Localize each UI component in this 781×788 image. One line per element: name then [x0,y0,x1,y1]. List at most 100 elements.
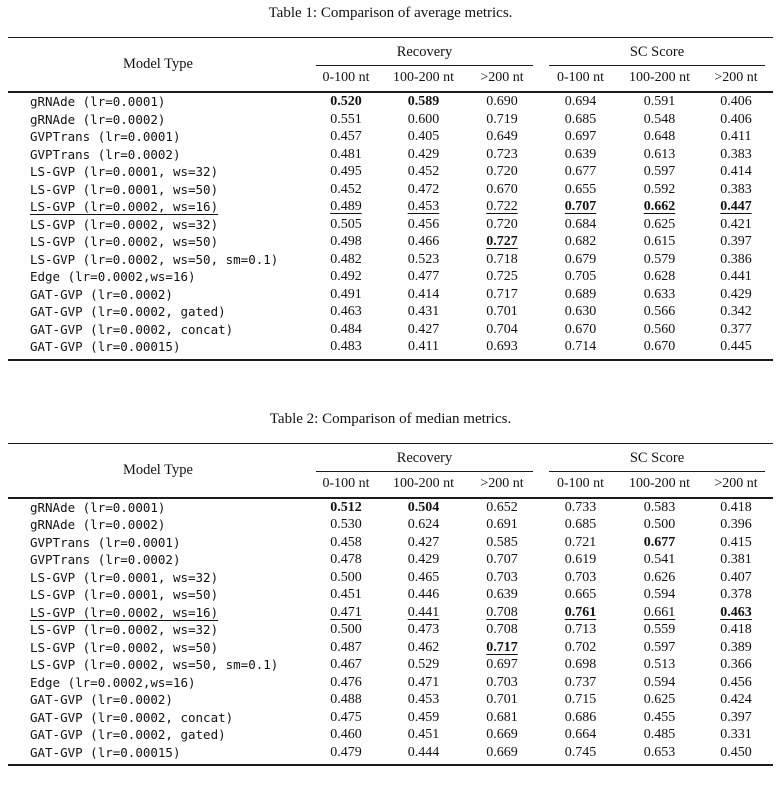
subheader-sc-100-200: 100-200 nt [620,66,699,93]
model-name-cell: GAT-GVP (lr=0.0002) [29,286,173,302]
value-cell: 0.453 [407,692,440,707]
value-cell: 0.451 [407,727,440,742]
table2-caption: Table 2: Comparison of median metrics. [269,410,512,427]
value-cell: 0.427 [407,321,440,337]
model-name-cell: LS-GVP (lr=0.0002, ws=16) [29,199,219,214]
recovery-group-label: Recovery [315,44,533,66]
table-row: gRNAde (lr=0.0001) 0.520 0.589 0.690 0.6… [8,92,773,111]
recovery-group-header: Recovery [308,38,541,66]
model-name-cell: GVPTrans (lr=0.0001) [29,129,181,144]
value-cell: 0.701 [486,304,518,319]
value-cell: 0.733 [564,499,597,515]
table-row: GAT-GVP (lr=0.0002) 0.488 0.453 0.701 0.… [8,691,773,709]
table-row: LS-GVP (lr=0.0002, ws=32) 0.500 0.473 0.… [8,621,773,639]
subheader-recovery-0-100: 0-100 nt [307,66,384,93]
value-cell: 0.495 [330,164,362,179]
value-cell: 0.500 [330,622,362,637]
table-row: LS-GVP (lr=0.0001, ws=50) 0.451 0.446 0.… [8,586,773,604]
value-cell: 0.383 [720,146,752,162]
value-cell: 0.720 [486,216,518,232]
recovery-group-label: Recovery [315,450,533,472]
value-cell: 0.682 [564,234,597,249]
table-row: LS-GVP (lr=0.0001, ws=32) 0.495 0.452 0.… [8,163,773,181]
value-cell: 0.463 [720,604,752,620]
value-cell: 0.703 [564,569,597,585]
model-name-cell: Edge (lr=0.0002,ws=16) [29,674,196,690]
value-cell: 0.594 [643,674,676,690]
value-cell: 0.456 [407,216,440,232]
value-cell: 0.655 [564,181,597,197]
subheader-sc-0-100: 0-100 nt [541,66,620,93]
table-row: GVPTrans (lr=0.0002) 0.481 0.429 0.723 0… [8,146,773,164]
table-row: gRNAde (lr=0.0002) 0.551 0.600 0.719 0.6… [8,111,773,129]
value-cell: 0.661 [643,604,676,620]
value-cell: 0.378 [720,587,752,602]
model-name-cell: GVPTrans (lr=0.0001) [29,534,181,550]
value-cell: 0.483 [330,339,362,354]
value-cell: 0.600 [407,111,440,127]
value-cell: 0.592 [643,181,676,197]
model-name-cell: GAT-GVP (lr=0.0002, concat) [29,321,234,337]
table2-header: Model Type Recovery SC Score 0-100 nt 10… [7,443,774,499]
value-cell: 0.625 [643,692,676,707]
value-cell: 0.725 [486,269,518,284]
model-name-cell: GAT-GVP (lr=0.0002, gated) [29,727,226,742]
value-cell: 0.446 [407,587,440,602]
value-cell: 0.669 [486,727,518,742]
table2-median-metrics: Model Type Recovery SC Score 0-100 nt 10… [7,442,774,766]
value-cell: 0.381 [720,552,752,567]
model-type-header: Model Type [7,37,308,93]
value-cell: 0.487 [330,639,362,655]
value-cell: 0.476 [330,674,362,690]
value-cell: 0.615 [643,234,676,249]
table-row: Edge (lr=0.0002,ws=16) 0.476 0.471 0.703… [8,674,773,692]
value-cell: 0.669 [486,744,518,760]
value-cell: 0.679 [564,251,597,267]
value-cell: 0.619 [564,552,597,567]
value-cell: 0.670 [643,339,676,354]
value-cell: 0.465 [407,569,440,585]
value-cell: 0.719 [486,111,518,127]
value-cell: 0.477 [407,269,440,284]
value-cell: 0.551 [330,111,362,127]
table-row: gRNAde (lr=0.0001) 0.512 0.504 0.652 0.7… [8,498,773,517]
table-row: Edge (lr=0.0002,ws=16) 0.492 0.477 0.725… [8,268,773,286]
value-cell: 0.594 [643,587,676,602]
value-cell: 0.488 [330,692,362,707]
value-cell: 0.649 [486,129,518,144]
subheader-sc-gt200: >200 nt [699,471,774,499]
value-cell: 0.697 [564,129,597,144]
table-row: GVPTrans (lr=0.0001) 0.458 0.427 0.585 0… [8,534,773,552]
value-cell: 0.694 [564,94,597,109]
value-cell: 0.447 [720,199,752,214]
value-cell: 0.530 [330,517,362,532]
value-cell: 0.418 [720,622,752,637]
table-row: GVPTrans (lr=0.0001) 0.457 0.405 0.649 0… [8,128,773,146]
table-row: GAT-GVP (lr=0.00015) 0.483 0.411 0.693 0… [8,338,773,360]
value-cell: 0.686 [564,709,597,725]
subheader-sc-gt200: >200 nt [699,66,774,93]
table-row: LS-GVP (lr=0.0001, ws=50) 0.452 0.472 0.… [8,181,773,199]
value-cell: 0.715 [564,692,597,707]
value-cell: 0.504 [407,499,440,515]
value-cell: 0.670 [486,181,518,197]
value-cell: 0.500 [330,569,362,585]
table-row: GAT-GVP (lr=0.0002, concat) 0.475 0.459 … [8,709,773,727]
sc-score-group-label: SC Score [549,44,766,66]
model-name-cell: GAT-GVP (lr=0.00015) [29,744,181,760]
value-cell: 0.441 [407,604,440,620]
model-name-cell: LS-GVP (lr=0.0001, ws=32) [29,569,219,585]
model-name-cell: GAT-GVP (lr=0.0002, concat) [29,709,234,725]
value-cell: 0.702 [564,639,597,655]
value-cell: 0.482 [330,251,362,267]
value-cell: 0.708 [486,622,518,637]
value-cell: 0.541 [643,552,676,567]
value-cell: 0.717 [486,639,518,655]
subheader-sc-0-100: 0-100 nt [541,471,620,499]
value-cell: 0.444 [407,744,440,760]
value-cell: 0.701 [486,692,518,707]
value-cell: 0.414 [720,164,752,179]
value-cell: 0.460 [330,727,362,742]
value-cell: 0.492 [330,269,362,284]
model-name-cell: GAT-GVP (lr=0.00015) [29,339,181,354]
